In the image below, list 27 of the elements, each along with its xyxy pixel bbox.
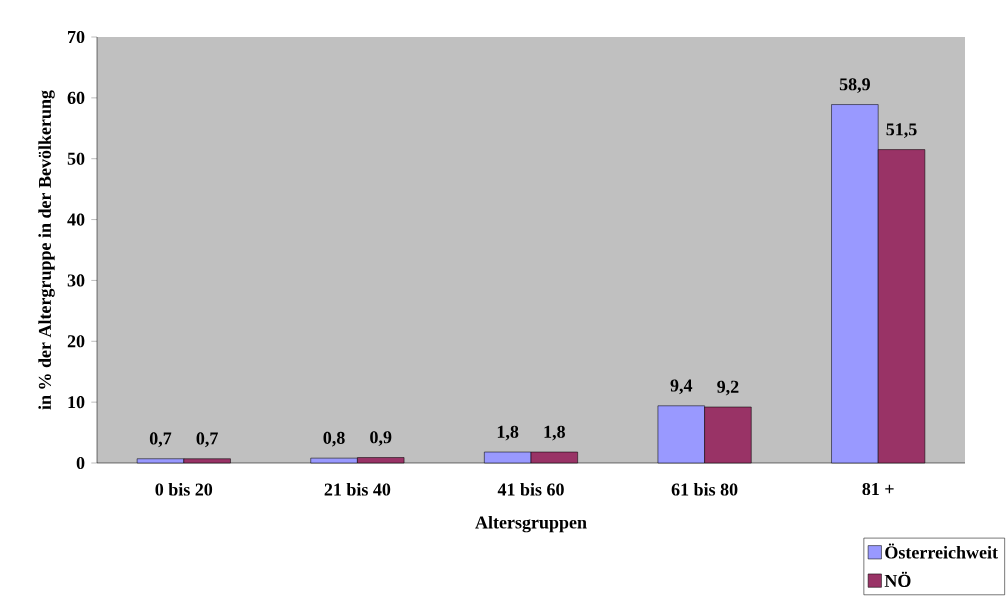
data-label: 9,2 [717,380,739,396]
y-tick-label: 30 [67,274,85,287]
legend-label: Österreichweit [885,543,998,559]
x-tick-label: 61 bis 80 [671,482,738,496]
x-tick-label: 81 + [862,482,894,496]
y-tick-label: 10 [68,396,85,409]
x-axis-title: Altersgruppen [475,515,587,533]
data-label: 1,8 [544,425,565,441]
data-label: 51,5 [886,123,917,138]
y-tick-label: 40 [67,213,85,226]
y-axis-title: in % der Altergruppe in der Bevölkerung [38,90,55,410]
x-tick-label: 21 bis 40 [324,482,391,496]
y-tick-label: 70 [68,30,85,44]
data-label: 0,7 [196,432,218,448]
y-tick-label: 60 [67,91,85,104]
x-tick-label: 0 bis 20 [155,482,213,496]
data-label: 1,8 [497,425,519,441]
y-tick-label: 50 [67,152,85,165]
data-label: 0,7 [149,432,172,448]
data-label: 0,8 [323,431,345,447]
y-tick-label: 0 [76,456,85,470]
data-label: 9,4 [670,379,693,395]
legend-label: NÖ [884,571,911,587]
data-label: 58,9 [839,78,870,93]
y-tick-label: 20 [67,335,85,348]
x-tick-label: 41 bis 60 [497,482,564,496]
data-label: 0,9 [370,431,392,446]
